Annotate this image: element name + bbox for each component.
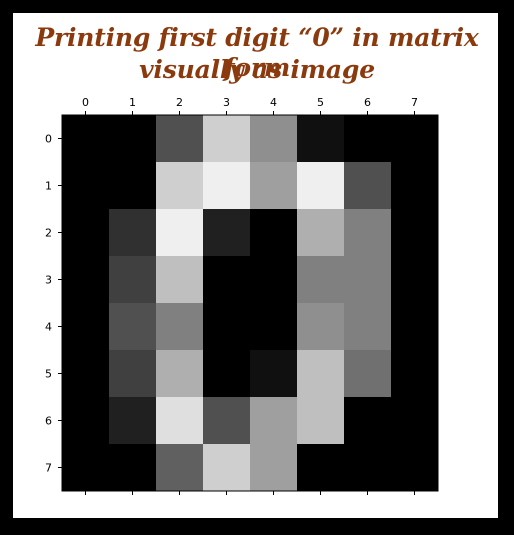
heatmap-cell: [109, 209, 157, 257]
heatmap-cell: [297, 115, 345, 163]
heatmap-cell: [297, 162, 345, 210]
heatmap-cell: [203, 350, 251, 398]
chart-title-line-2: visually as image: [139, 55, 375, 84]
heatmap-cell: [391, 209, 439, 257]
heatmap-cell: [391, 115, 439, 163]
heatmap-cell: [156, 350, 204, 398]
heatmap-cell: [203, 162, 251, 210]
heatmap-cell: [156, 444, 204, 492]
heatmap-cell: [62, 444, 110, 492]
heatmap-cell: [297, 303, 345, 351]
x-tick-label: 4: [270, 96, 277, 109]
x-tick-label: 2: [176, 96, 183, 109]
heatmap-cell: [109, 162, 157, 210]
heatmap-cell: [344, 162, 392, 210]
y-tick-label: 4: [45, 321, 52, 334]
y-tick-label: 1: [45, 180, 52, 193]
heatmap-cell: [250, 350, 298, 398]
heatmap-cell: [297, 256, 345, 304]
heatmap-cell: [250, 162, 298, 210]
heatmap-cell: [203, 115, 251, 163]
heatmap-cell: [109, 303, 157, 351]
heatmap-cell: [250, 397, 298, 445]
x-axis-ticks: 0 1 2 3 4 5 6 7: [82, 96, 418, 495]
x-tick-label: 0: [82, 96, 89, 109]
heatmap-cell: [250, 444, 298, 492]
x-tick-label: 6: [364, 96, 371, 109]
heatmap-cell: [156, 397, 204, 445]
heatmap-cell: [250, 115, 298, 163]
y-tick-label: 0: [45, 133, 52, 146]
heatmap-cell: [344, 256, 392, 304]
x-tick-label: 7: [411, 96, 418, 109]
heatmap-cell: [250, 256, 298, 304]
heatmap-cell: [344, 397, 392, 445]
y-tick-label: 6: [45, 415, 52, 428]
heatmap-cell: [109, 397, 157, 445]
heatmap-cell: [156, 303, 204, 351]
heatmap-cell: [62, 209, 110, 257]
heatmap-cell: [391, 303, 439, 351]
heatmap-cell: [62, 303, 110, 351]
y-tick-label: 3: [45, 274, 52, 287]
heatmap-cell: [156, 256, 204, 304]
x-tick-label: 1: [129, 96, 136, 109]
heatmap-cell: [109, 115, 157, 163]
heatmap-cell: [344, 444, 392, 492]
heatmap-cell: [297, 350, 345, 398]
heatmap-cell: [344, 303, 392, 351]
heatmap-cell: [344, 209, 392, 257]
heatmap-cells: [62, 115, 439, 492]
heatmap-cell: [391, 350, 439, 398]
y-axis-ticks: 0 1 2 3 4 5 6 7: [45, 133, 62, 475]
heatmap-cell: [391, 397, 439, 445]
heatmap-cell: [391, 256, 439, 304]
heatmap-cell: [109, 256, 157, 304]
heatmap-cell: [62, 350, 110, 398]
heatmap-cell: [62, 256, 110, 304]
x-tick-label: 5: [317, 96, 324, 109]
heatmap-cell: [203, 256, 251, 304]
x-tick-label: 3: [223, 96, 230, 109]
heatmap-cell: [203, 397, 251, 445]
heatmap-cell: [344, 115, 392, 163]
heatmap-cell: [344, 350, 392, 398]
heatmap-cell: [156, 209, 204, 257]
heatmap-cell: [156, 162, 204, 210]
heatmap-cell: [391, 444, 439, 492]
plot-frame: [61, 114, 439, 492]
heatmap-cell: [62, 162, 110, 210]
heatmap-cell: [203, 303, 251, 351]
chart-title-line-1: Printing first digit “0” in matrix form: [35, 23, 479, 82]
heatmap-cell: [109, 444, 157, 492]
heatmap-cell: [62, 397, 110, 445]
heatmap-cell: [203, 444, 251, 492]
y-tick-label: 2: [45, 227, 52, 240]
heatmap-cell: [250, 303, 298, 351]
heatmap-cell: [391, 162, 439, 210]
heatmap-cell: [297, 209, 345, 257]
heatmap-cell: [297, 444, 345, 492]
heatmap-cell: [109, 350, 157, 398]
heatmap-cell: [156, 115, 204, 163]
y-tick-label: 5: [45, 368, 52, 381]
heatmap-cell: [62, 115, 110, 163]
heatmap-cell: [203, 209, 251, 257]
heatmap-cell: [250, 209, 298, 257]
heatmap-cell: [297, 397, 345, 445]
y-tick-label: 7: [45, 462, 52, 475]
